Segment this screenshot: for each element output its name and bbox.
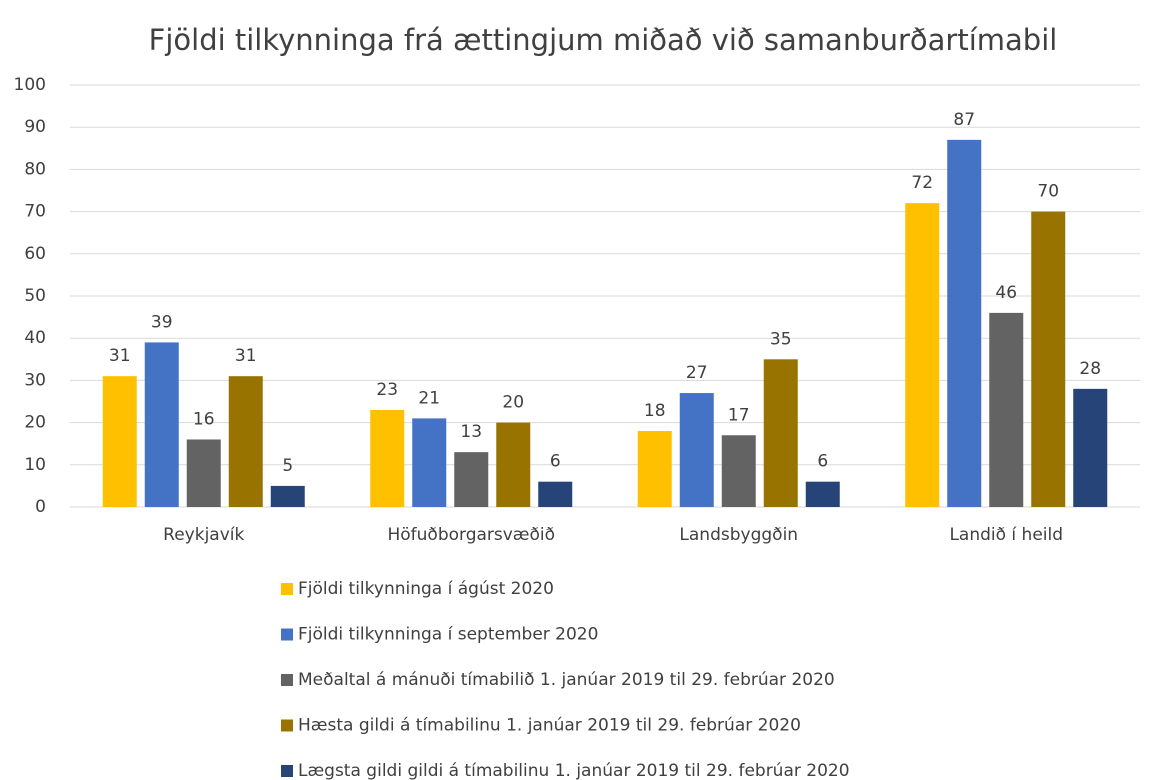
legend-label: Lægsta gildi gildi á tímabilinu 1. janúa… <box>298 761 850 780</box>
chart-title: Fjöldi tilkynninga frá ættingjum miðað v… <box>149 23 1058 57</box>
value-label: 72 <box>911 173 933 193</box>
y-tick-label: 30 <box>24 370 46 390</box>
y-tick-label: 70 <box>24 202 46 222</box>
value-label: 70 <box>1037 182 1059 202</box>
legend-swatch <box>281 765 293 777</box>
bar <box>637 431 672 507</box>
y-tick-label: 60 <box>24 244 46 264</box>
value-label: 5 <box>282 456 293 476</box>
y-tick-label: 100 <box>14 75 46 95</box>
value-label: 17 <box>728 405 750 425</box>
bar <box>679 393 714 507</box>
bar <box>947 139 982 508</box>
bar <box>144 342 179 507</box>
y-tick-label: 20 <box>24 413 46 433</box>
value-label: 39 <box>151 312 173 332</box>
value-label: 23 <box>376 380 398 400</box>
bar <box>186 439 221 507</box>
bar <box>905 203 940 507</box>
value-label: 31 <box>109 346 131 366</box>
legend-swatch <box>281 583 293 595</box>
value-label: 31 <box>235 346 257 366</box>
value-label: 28 <box>1079 359 1101 379</box>
bar <box>496 422 531 507</box>
x-tick-label: Höfuðborgarsvæðið <box>387 525 555 545</box>
legend-label: Fjöldi tilkynninga í ágúst 2020 <box>298 579 554 599</box>
value-label: 6 <box>817 452 828 472</box>
legend-label: Hæsta gildi á tímabilinu 1. janúar 2019 … <box>298 716 801 736</box>
value-label: 21 <box>418 388 440 408</box>
x-tick-label: Reykjavík <box>163 525 244 545</box>
legend-swatch <box>281 628 293 641</box>
y-tick-label: 80 <box>24 159 46 179</box>
y-tick-label: 40 <box>24 328 46 348</box>
value-label: 27 <box>686 363 708 383</box>
value-label: 46 <box>995 283 1017 303</box>
bar <box>538 481 573 507</box>
legend-label: Fjöldi tilkynninga í september 2020 <box>298 625 598 645</box>
legend-swatch <box>281 674 293 686</box>
bar <box>1073 388 1108 507</box>
bar <box>412 418 447 507</box>
x-tick-label: Landsbyggðin <box>679 525 798 545</box>
value-label: 87 <box>953 110 975 130</box>
y-tick-label: 10 <box>24 455 46 475</box>
y-tick-label: 50 <box>24 286 46 306</box>
bar <box>763 359 798 507</box>
y-tick-label: 0 <box>35 497 46 517</box>
value-label: 18 <box>644 401 666 421</box>
value-label: 35 <box>770 329 792 349</box>
x-tick-label: Landið í heild <box>949 525 1063 545</box>
bar <box>270 485 305 507</box>
bar <box>805 481 840 507</box>
legend-label: Meðaltal á mánuði tímabilið 1. janúar 20… <box>298 670 835 690</box>
legend-swatch <box>281 719 293 732</box>
bar <box>228 376 263 507</box>
y-tick-label: 90 <box>24 117 46 137</box>
bar <box>1031 211 1066 507</box>
value-label: 6 <box>550 452 561 472</box>
bar <box>989 312 1024 507</box>
bar <box>454 452 489 507</box>
bar <box>370 409 405 507</box>
bar <box>102 376 137 507</box>
value-label: 20 <box>502 393 524 413</box>
value-label: 13 <box>460 422 482 442</box>
value-label: 16 <box>193 409 215 429</box>
bar <box>721 435 756 507</box>
